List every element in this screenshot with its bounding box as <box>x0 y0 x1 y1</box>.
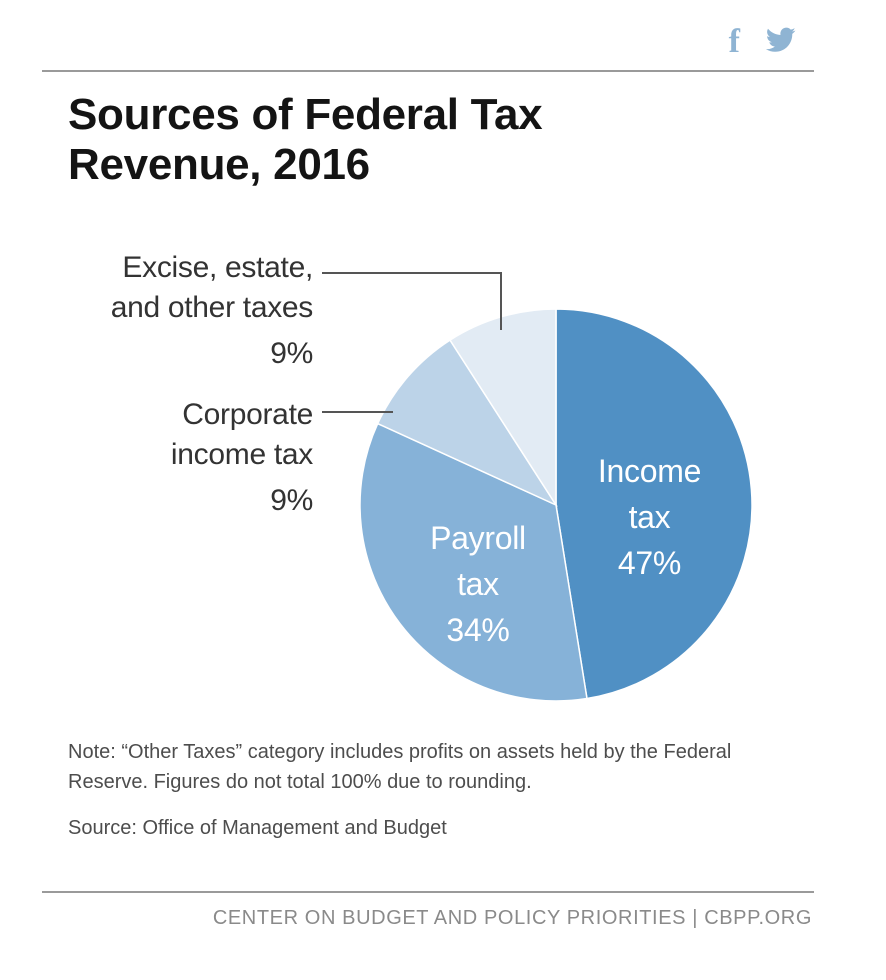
note-text: Note: “Other Taxes” category includes pr… <box>68 741 732 793</box>
source-text: Source: Office of Management and Budget <box>68 817 447 839</box>
slice-label: and other taxes <box>110 291 314 324</box>
slice-payroll-tax <box>359 422 588 702</box>
social-share: f <box>729 22 796 62</box>
top-divider <box>42 70 814 72</box>
slice-label: tax <box>457 566 499 602</box>
chart-notes: Note: “Other Taxes” category includes pr… <box>68 737 788 859</box>
slice-value-label: 34% <box>446 612 510 648</box>
slice-income-tax <box>555 308 753 700</box>
chart-title: Sources of Federal Tax Revenue, 2016 <box>68 90 543 189</box>
callout-corporate: Corporate income tax 9% <box>171 395 313 521</box>
twitter-icon[interactable] <box>765 27 796 58</box>
slice-label: Payroll <box>430 520 526 556</box>
slice-corporate-income-tax <box>376 339 559 507</box>
footer-credit: CENTER ON BUDGET AND POLICY PRIORITIES |… <box>212 907 812 929</box>
slice-label: tax <box>628 499 671 535</box>
label-income-tax: Income tax 47% <box>582 448 717 586</box>
slice-label: income tax <box>170 438 313 471</box>
slice-label: Income <box>597 453 702 489</box>
slice-label: Excise, estate, <box>122 251 313 284</box>
facebook-icon[interactable]: f <box>728 23 740 60</box>
slice-label: Corporate <box>182 398 313 431</box>
callout-excise: Excise, estate, and other taxes 9% <box>110 248 314 374</box>
label-payroll-tax: Payroll tax 34% <box>414 515 542 653</box>
slice-value-label: 9% <box>270 484 313 517</box>
bottom-divider <box>42 891 814 893</box>
excise-leader-line <box>322 272 502 330</box>
slice-value-label: 9% <box>270 337 313 370</box>
slice-value-label: 47% <box>617 545 682 581</box>
